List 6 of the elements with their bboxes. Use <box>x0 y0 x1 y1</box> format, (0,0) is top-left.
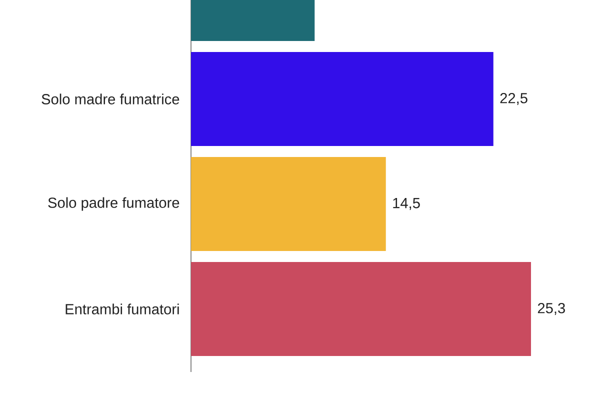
y-tick-label: Solo madre fumatrice <box>42 94 180 104</box>
y-tick-label: Solo padre fumatore <box>48 197 180 211</box>
data-label: 14,5 <box>393 198 420 210</box>
y-tick-label: Entrambi fumatori <box>66 304 179 314</box>
data-label: 25,3 <box>538 302 565 316</box>
data-label: 22,5 <box>500 92 528 106</box>
